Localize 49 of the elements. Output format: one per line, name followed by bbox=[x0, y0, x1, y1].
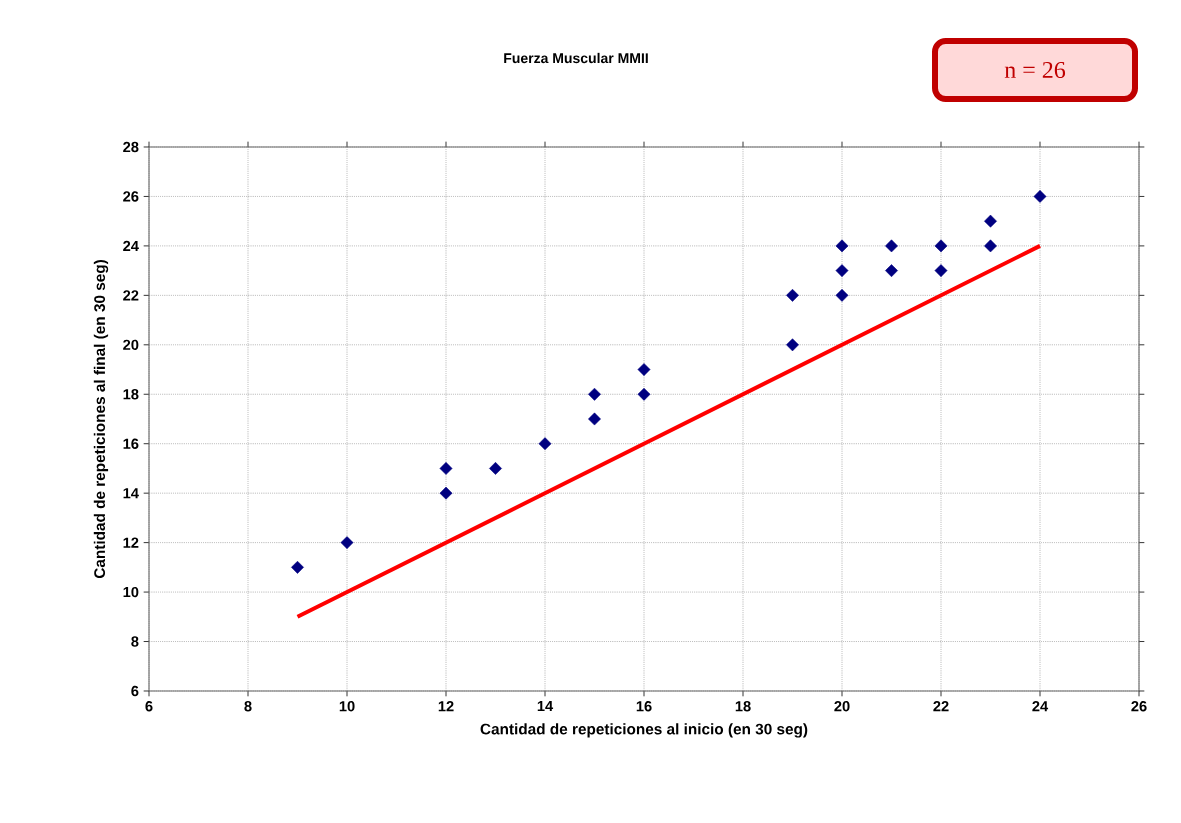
point bbox=[934, 239, 948, 253]
point bbox=[538, 437, 552, 451]
y-tick-label: 6 bbox=[131, 685, 139, 697]
y-tick-label: 16 bbox=[123, 438, 139, 449]
y-tick-label: 8 bbox=[131, 636, 139, 647]
y-tick-label: 10 bbox=[123, 586, 139, 598]
point bbox=[1033, 190, 1047, 203]
point bbox=[885, 264, 898, 278]
x-tick-label: 18 bbox=[735, 701, 751, 712]
y-tick-label: 18 bbox=[123, 389, 139, 400]
point bbox=[984, 214, 997, 228]
y-axis-title: Cantidad de repeticiones al final (en 30 seg) bbox=[93, 260, 109, 579]
point bbox=[885, 239, 898, 253]
point bbox=[588, 412, 601, 426]
point bbox=[340, 536, 354, 550]
point bbox=[439, 462, 453, 475]
x-tick-label: 8 bbox=[244, 701, 252, 712]
x-tick-label: 24 bbox=[1032, 701, 1049, 712]
y-tick-label: 14 bbox=[123, 488, 139, 499]
y-tick-label: 28 bbox=[123, 141, 139, 153]
point bbox=[835, 264, 849, 278]
point bbox=[439, 486, 453, 500]
y-tick-label: 20 bbox=[123, 339, 139, 350]
x-tick-label: 20 bbox=[834, 701, 850, 712]
x-tick-label: 16 bbox=[636, 701, 652, 712]
x-tick-label: 6 bbox=[145, 701, 153, 712]
x-tick-label: 14 bbox=[537, 701, 554, 712]
chart-title: Fuerza Muscular MMII bbox=[504, 52, 648, 64]
point bbox=[291, 560, 304, 574]
y-tick-label: 24 bbox=[123, 240, 139, 252]
y-tick-label: 12 bbox=[123, 537, 139, 548]
x-tick-label: 12 bbox=[438, 701, 454, 712]
point bbox=[934, 264, 948, 278]
x-tick-label: 10 bbox=[339, 701, 355, 712]
y-tick-label: 22 bbox=[123, 290, 139, 301]
x-tick-label: 26 bbox=[1131, 701, 1147, 712]
point bbox=[637, 387, 651, 401]
point bbox=[786, 288, 799, 302]
x-axis-title: Cantidad de repeticiones al inicio (en 30 seg) bbox=[480, 723, 808, 738]
point bbox=[835, 239, 849, 253]
point bbox=[835, 288, 849, 302]
point bbox=[489, 462, 502, 475]
point bbox=[984, 239, 997, 253]
point bbox=[637, 363, 651, 376]
point bbox=[786, 338, 799, 352]
y-tick-label: 26 bbox=[123, 191, 139, 202]
x-tick-label: 22 bbox=[933, 701, 949, 712]
text: n = 26 bbox=[1004, 61, 1066, 79]
point bbox=[588, 387, 601, 401]
